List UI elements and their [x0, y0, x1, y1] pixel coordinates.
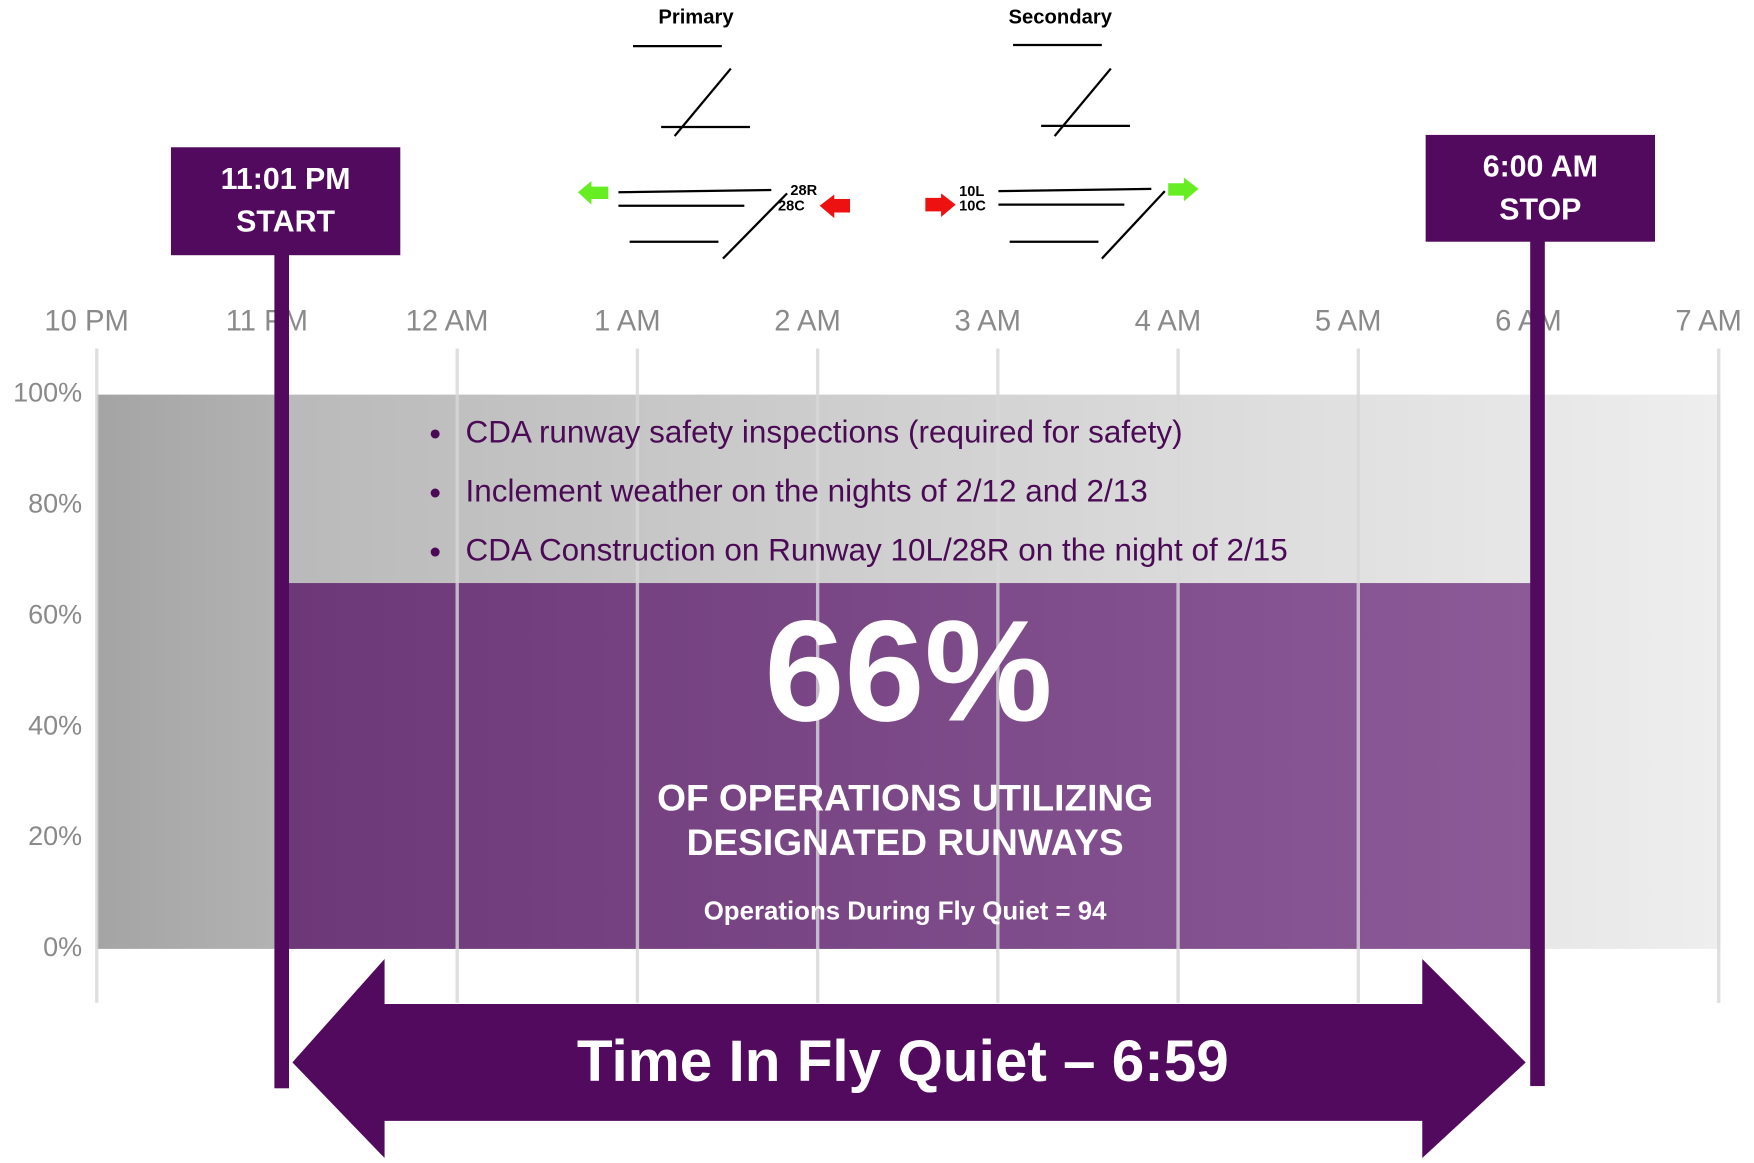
headline: DESIGNATED RUNWAYS: [687, 821, 1124, 863]
arrow-icon: [1168, 177, 1199, 202]
duration-arrow: [292, 959, 1526, 1158]
note: Operations During Fly Quiet = 94: [704, 898, 1107, 926]
y-tick-label: 80%: [28, 489, 82, 519]
y-tick-label: 0%: [43, 932, 82, 962]
runway-line: [618, 188, 772, 194]
bullet-dot: [430, 488, 440, 498]
bullet: CDA Construction on Runway 10L/28R on th…: [466, 532, 1288, 567]
start-label: START: [236, 206, 335, 239]
x-tick-label: 3 AM: [954, 305, 1021, 337]
overlay: 11:01 PM START 6:00 AM STOP Time In Fly …: [170, 134, 1655, 1158]
arrow-icon: [925, 193, 956, 217]
bar: [289, 583, 1532, 949]
stop-line: [1530, 240, 1545, 1087]
arrow-icon: [819, 194, 851, 219]
runway-line: [673, 67, 732, 137]
y-tick-label: 40%: [28, 710, 82, 740]
x-tick-label: 10 PM: [44, 305, 128, 337]
runway-title: Secondary: [1009, 6, 1113, 28]
stop-time: 6:00 AM: [1483, 151, 1598, 184]
runway-diagrams: Primary 28R 28C Secondary 10L 10C: [577, 6, 1199, 260]
headline: OF OPERATIONS UTILIZING: [657, 776, 1153, 818]
x-tick-label: 12 AM: [406, 305, 489, 337]
grid: 0% 20% 40% 60% 80% 100% 10 PM 11 PM 12 AM 1 AM 2 A…: [13, 305, 1742, 1003]
runway-title: Primary: [658, 6, 734, 28]
runway-line: [998, 187, 1152, 193]
value-label: 66%: [764, 591, 1052, 751]
x-tick-label: 2 AM: [774, 305, 841, 337]
runway-line: [722, 192, 788, 260]
runway-label: 10C: [959, 199, 986, 215]
stop-label: STOP: [1499, 193, 1581, 226]
runway-label: 28R: [790, 183, 817, 199]
x-tick-label: 1 AM: [594, 305, 661, 337]
arrow-icon: [577, 181, 609, 205]
x-tick-label: 6 AM: [1495, 305, 1562, 337]
y-tick-label: 60%: [28, 599, 82, 629]
start-box: [170, 147, 401, 256]
bullet-dot: [430, 429, 440, 439]
duration: Time In Fly Quiet – 6:59: [577, 1029, 1229, 1094]
start-line: [274, 254, 290, 1089]
x-tick-label: 4 AM: [1135, 305, 1202, 337]
runway-label: 10L: [959, 184, 984, 200]
runway-line: [1101, 190, 1166, 260]
x-tick-label: 11 PM: [226, 305, 308, 337]
x-tick-label: 5 AM: [1315, 305, 1382, 337]
y-tick-label: 20%: [28, 821, 82, 851]
bullet-dot: [430, 547, 440, 557]
bullet: CDA runway safety inspections (required …: [466, 414, 1183, 449]
bullet: Inclement weather on the nights of 2/12 …: [466, 473, 1148, 508]
bar-layer: [289, 583, 1532, 949]
x-tick-label: 7 AM: [1675, 305, 1742, 337]
runway-label: 28C: [778, 199, 805, 215]
band-before: [96, 394, 275, 949]
stop-box: [1425, 134, 1655, 242]
start-time: 11:01 PM: [221, 163, 351, 196]
y-tick-label: 100%: [13, 378, 82, 408]
